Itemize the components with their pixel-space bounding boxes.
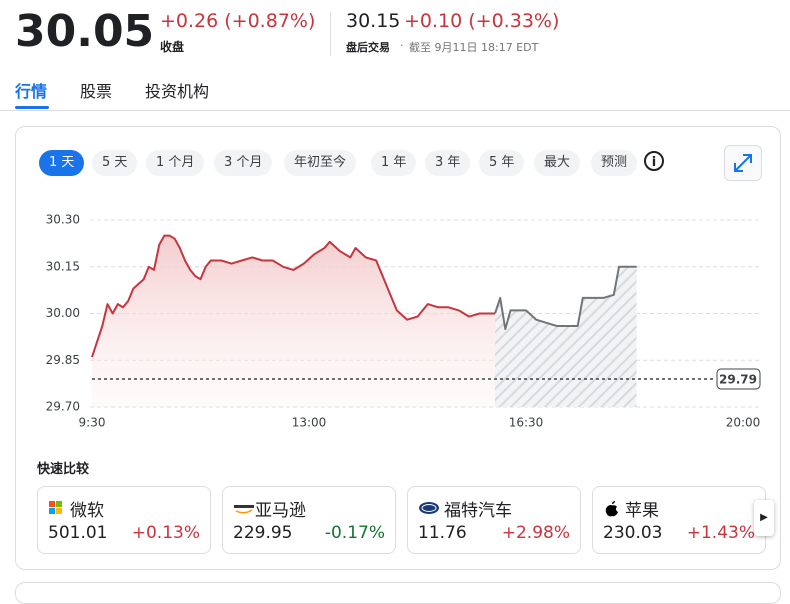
x-tick-label: 16:30 [509, 416, 544, 430]
company-change: +0.13% [131, 523, 200, 543]
line [494, 265, 637, 331]
range-button[interactable]: 最大 [534, 150, 581, 176]
range-button[interactable]: 1 年 [371, 150, 417, 176]
range-button[interactable]: 预测 [591, 150, 638, 176]
logo [234, 505, 254, 514]
tab[interactable]: 投资机构 [145, 82, 210, 101]
company-price: 229.95 [233, 523, 293, 543]
company-name: 亚马逊 [255, 501, 306, 521]
tab[interactable]: 行情 [15, 82, 48, 101]
compare-card[interactable]: 福特汽车 11.76 +2.98% [407, 486, 581, 554]
y-tick-label: 29.70 [46, 400, 80, 414]
company-change: -0.17% [324, 523, 385, 543]
after-price: 30.15 [346, 10, 401, 32]
after-time: 截至 9月11日 18:17 EDT [409, 41, 539, 54]
after-label: 盘后交易 [346, 41, 390, 54]
range-button[interactable]: 3 年 [425, 150, 471, 176]
area [92, 235, 495, 407]
company-change: +1.43% [686, 523, 755, 543]
tab-underline [15, 106, 49, 109]
tab[interactable]: 股票 [80, 82, 113, 101]
hatch-area [495, 266, 637, 407]
card [15, 126, 781, 570]
company-change: +2.98% [501, 523, 570, 543]
y-tick-label: 30.00 [46, 306, 80, 320]
price: 30.05 [15, 6, 155, 57]
next-card [15, 582, 781, 604]
logo [605, 501, 618, 517]
expand-icon [734, 154, 752, 172]
previous-close-label: 29.79 [719, 372, 757, 386]
change: +0.26 (+0.87%) [160, 10, 316, 32]
chart: 30.30 30.15 30.00 29.85 29.70 9:30 13:00 16:30 2… [46, 213, 762, 430]
company-name: 微软 [70, 501, 104, 521]
company-price: 230.03 [603, 523, 663, 543]
status: 收盘 [160, 40, 185, 54]
range-button[interactable]: 5 年 [479, 150, 525, 176]
after-change: +0.10 (+0.33%) [404, 10, 560, 32]
company-price: 501.01 [48, 523, 108, 543]
company-price: 11.76 [418, 523, 467, 543]
compare-title: 快速比较 [37, 462, 90, 477]
compare-card[interactable]: 苹果 230.03 +1.43% [592, 486, 766, 554]
compare-card[interactable]: 微软 501.01 +0.13% [37, 486, 211, 554]
divider [330, 12, 331, 56]
separator [0, 110, 790, 111]
logo [419, 502, 439, 514]
x-tick-label: 9:30 [79, 416, 106, 430]
page: 30.05 +0.26 (+0.87%) 收盘 30.15 +0.10 (+0.… [0, 6, 790, 604]
range-button[interactable]: 1 个月 [146, 150, 205, 176]
next-arrow[interactable]: ▶ [754, 500, 774, 536]
y-tick-label: 30.15 [46, 259, 80, 273]
range-button[interactable]: 5 天 [92, 150, 138, 176]
y-tick-label: 29.85 [46, 353, 80, 367]
dot: · [400, 39, 404, 52]
expand-button[interactable] [724, 145, 762, 181]
range-button[interactable]: 1 天 [39, 150, 85, 176]
previous-close-box [716, 368, 761, 390]
info-icon[interactable]: i [644, 151, 664, 171]
range-button[interactable]: 3 个月 [214, 150, 273, 176]
company-name: 福特汽车 [444, 501, 512, 521]
line [91, 234, 495, 358]
x-tick-label: 20:00 [726, 416, 761, 430]
logo [49, 501, 62, 514]
compare-card[interactable]: 亚马逊 229.95 -0.17% [222, 486, 396, 554]
y-tick-label: 30.30 [46, 213, 80, 227]
company-name: 苹果 [625, 501, 659, 521]
range-button[interactable]: 年初至今 [284, 150, 357, 176]
x-tick-label: 13:00 [292, 416, 327, 430]
